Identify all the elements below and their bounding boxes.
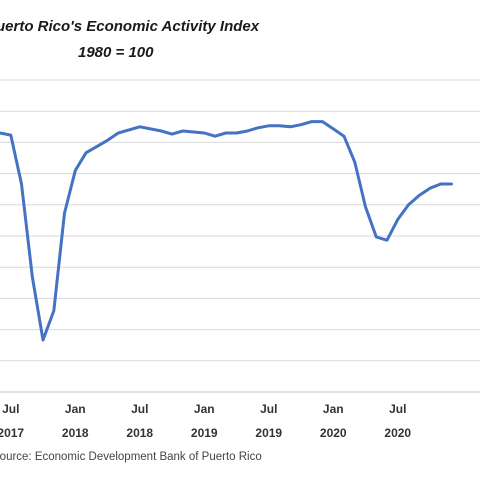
- x-tick-month-label: Jul: [2, 402, 19, 416]
- chart-source: Source: Economic Development Bank of Pue…: [0, 451, 262, 463]
- x-tick-year-label: 2017: [0, 426, 24, 440]
- x-tick-year-label: 2018: [126, 426, 153, 440]
- x-tick-year-label: 2018: [62, 426, 89, 440]
- x-tick-month-label: Jan: [194, 402, 215, 416]
- chart-subtitle: 1980 = 100: [78, 44, 154, 61]
- x-tick-year-label: 2020: [384, 426, 411, 440]
- chart-title: Puerto Rico's Economic Activity Index: [0, 18, 260, 35]
- x-tick-month-label: Jul: [131, 402, 148, 416]
- x-tick-year-label: 2019: [255, 426, 282, 440]
- x-tick-month-label: Jan: [323, 402, 344, 416]
- x-tick-month-label: Jan: [65, 402, 86, 416]
- x-tick-month-label: Jul: [389, 402, 406, 416]
- x-tick-year-label: 2020: [320, 426, 347, 440]
- series-line: [0, 120, 453, 342]
- x-tick-month-label: Jul: [260, 402, 277, 416]
- x-tick-year-label: 2019: [191, 426, 218, 440]
